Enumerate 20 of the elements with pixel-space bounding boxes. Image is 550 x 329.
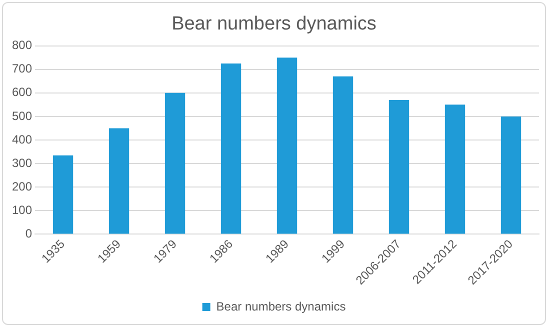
bar [332,76,354,234]
y-tick-label: 100 [12,202,32,217]
y-tick-label: 400 [12,132,32,146]
y-tick-label: 200 [12,179,32,194]
y-tick-label: 800 [12,38,32,52]
legend-label: Bear numbers dynamics [216,299,346,314]
bar [220,63,242,234]
y-tick-label: 500 [12,108,32,123]
bar [388,100,410,234]
bar [444,104,466,234]
bar [164,92,186,234]
bar [500,116,522,234]
y-tick-label: 0 [25,226,32,241]
bar [108,128,130,234]
y-tick-label: 700 [12,62,32,76]
bar [276,58,298,234]
y-tick-label: 300 [12,156,32,170]
chart-title: Bear numbers dynamics [172,14,376,35]
y-tick-label: 600 [12,85,32,100]
bar [52,155,74,234]
